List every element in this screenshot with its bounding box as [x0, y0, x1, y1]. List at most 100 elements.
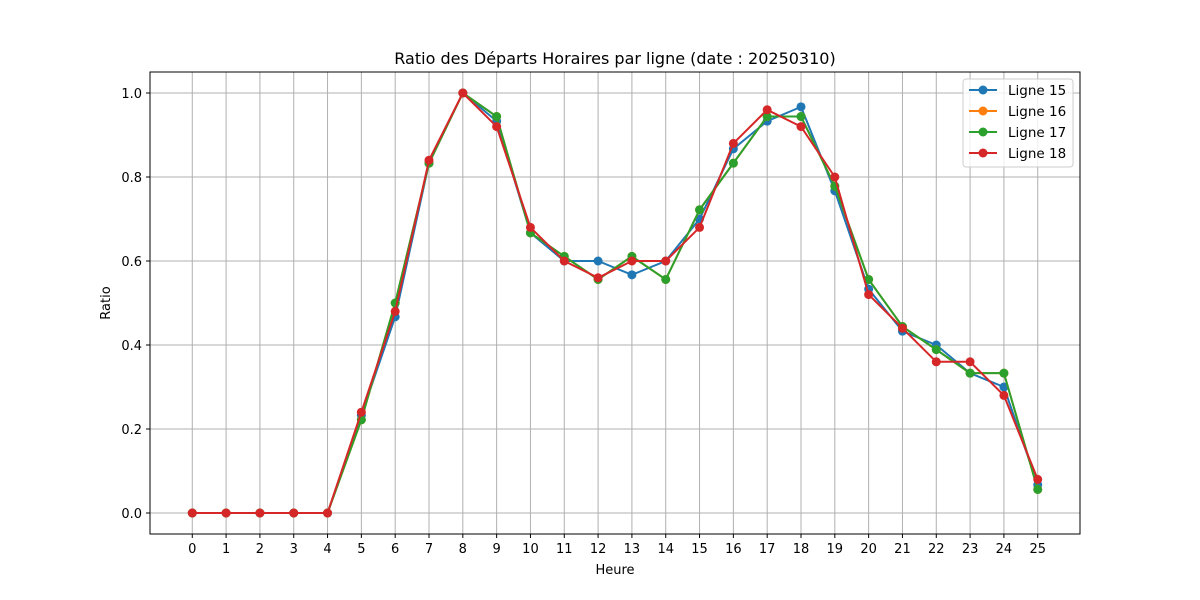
data-point [221, 508, 231, 518]
x-tick-label: 9 [492, 542, 500, 557]
x-tick-label: 3 [290, 542, 298, 557]
data-point [762, 112, 772, 122]
series-3 [187, 88, 1043, 518]
data-point [593, 256, 603, 266]
data-point [999, 390, 1009, 400]
legend-label: Ligne 17 [1008, 125, 1066, 141]
x-tick-label: 16 [725, 542, 742, 557]
data-point [661, 256, 671, 266]
series-line [192, 92, 1039, 514]
data-point [999, 368, 1009, 378]
x-tick-label: 12 [590, 542, 607, 557]
data-point [864, 274, 874, 284]
data-point [965, 357, 975, 367]
x-tick-label: 8 [459, 542, 467, 557]
data-point [796, 122, 806, 132]
data-point [424, 155, 434, 165]
data-point [897, 323, 907, 333]
x-tick-label: 4 [323, 542, 331, 557]
data-point [728, 158, 738, 168]
x-tick-label: 5 [357, 542, 365, 557]
plot-frame [149, 71, 1081, 535]
y-tick-label: 0.0 [121, 507, 142, 522]
data-point [864, 290, 874, 300]
data-point [728, 138, 738, 148]
data-point [593, 273, 603, 283]
data-point [525, 222, 535, 232]
series-2 [187, 88, 1043, 518]
y-axis-ticks: 0.0 0.2 0.4 0.6 0.8 1.0 [121, 87, 150, 522]
x-tick-label: 2 [256, 542, 264, 557]
series-layer [187, 88, 1043, 518]
data-point [458, 88, 468, 98]
data-point [999, 382, 1009, 392]
y-tick-label: 0.2 [121, 423, 142, 438]
x-tick-label: 6 [391, 542, 399, 557]
data-point [830, 172, 840, 182]
x-axis-ticks: 0 1 2 3 4 5 6 7 8 9 10 11 12 13 14 15 16 17 18 19 20 21 22 23 24… [188, 534, 1046, 557]
data-point [492, 112, 502, 122]
y-tick-label: 0.4 [121, 339, 142, 354]
x-tick-label: 7 [425, 542, 433, 557]
y-tick-label: 0.6 [121, 255, 142, 270]
legend-box [962, 78, 1074, 168]
legend-item: Ligne 17 [969, 125, 1066, 141]
legend-marker [978, 106, 988, 116]
data-point [1033, 484, 1043, 494]
x-tick-label: 14 [657, 542, 674, 557]
legend-label: Ligne 18 [1008, 146, 1066, 162]
legend-marker [978, 127, 988, 137]
legend-item: Ligne 18 [969, 146, 1066, 162]
data-point [695, 205, 705, 215]
data-point [695, 222, 705, 232]
legend-marker [978, 85, 988, 95]
y-tick-label: 0.8 [121, 171, 142, 186]
data-point [931, 345, 941, 355]
x-tick-label: 11 [556, 542, 573, 557]
x-tick-label: 17 [759, 542, 776, 557]
series-4 [187, 88, 1043, 518]
data-point [492, 122, 502, 132]
data-point [255, 508, 265, 518]
data-point [796, 112, 806, 122]
legend-label: Ligne 15 [1008, 83, 1066, 99]
x-tick-label: 24 [996, 542, 1013, 557]
grid [150, 72, 1080, 534]
x-tick-label: 23 [962, 542, 979, 557]
data-point [187, 508, 197, 518]
data-point [627, 256, 637, 266]
data-point [559, 256, 569, 266]
x-tick-label: 21 [894, 542, 911, 557]
x-tick-label: 0 [188, 542, 196, 557]
x-tick-label: 22 [928, 542, 945, 557]
legend-item: Ligne 15 [969, 83, 1066, 99]
x-tick-label: 15 [691, 542, 708, 557]
legend-label: Ligne 16 [1008, 104, 1066, 120]
x-tick-label: 1 [222, 542, 230, 557]
series-line [192, 92, 1039, 514]
legend: Ligne 15 Ligne 16 Ligne 17 Ligne 18 [962, 78, 1074, 168]
chart-title: Ratio des Départs Horaires par ligne (da… [394, 49, 835, 68]
y-axis-label: Ratio [99, 286, 114, 319]
x-axis-label: Heure [595, 563, 634, 578]
series-line [192, 92, 1039, 514]
data-point [762, 105, 772, 115]
legend-item: Ligne 16 [969, 104, 1066, 120]
data-point [627, 270, 637, 280]
x-tick-label: 20 [860, 542, 877, 557]
data-point [356, 407, 366, 417]
x-tick-label: 10 [522, 542, 539, 557]
x-tick-label: 25 [1029, 542, 1046, 557]
data-point [390, 306, 400, 316]
data-point [323, 508, 333, 518]
x-tick-label: 18 [793, 542, 810, 557]
data-point [1033, 474, 1043, 484]
x-tick-label: 19 [827, 542, 844, 557]
data-point [965, 368, 975, 378]
data-point [931, 357, 941, 367]
data-point [796, 102, 806, 112]
x-tick-label: 13 [624, 542, 641, 557]
data-point [289, 508, 299, 518]
series-line [192, 92, 1039, 514]
